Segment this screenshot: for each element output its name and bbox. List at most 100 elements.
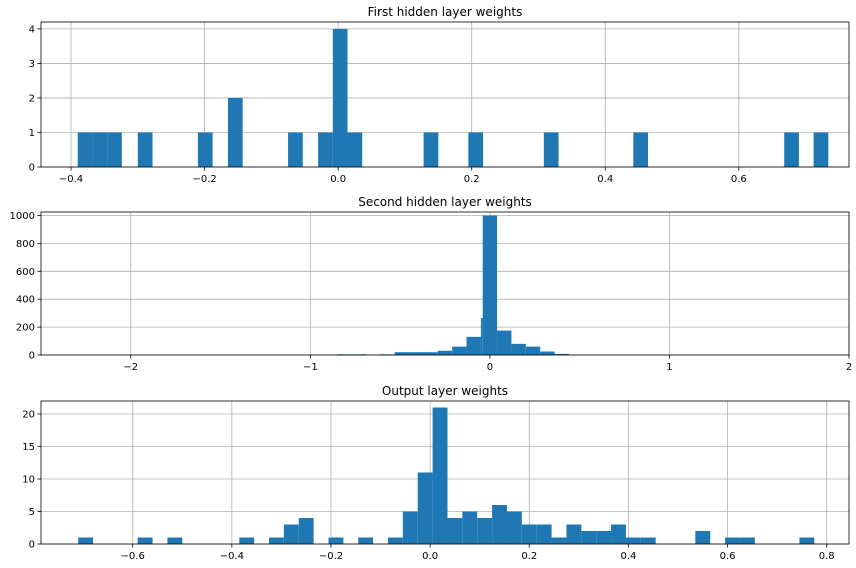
y-tick-label: 4 <box>29 24 35 35</box>
y-tick-label: 800 <box>16 239 35 250</box>
histogram-bar <box>402 511 418 544</box>
chart-title: Output layer weights <box>382 384 508 398</box>
histogram-bar <box>239 537 255 544</box>
histogram-bar <box>332 28 348 168</box>
histogram-bar <box>480 318 483 355</box>
y-tick-label: 0 <box>29 540 35 551</box>
histogram-bar <box>358 537 374 544</box>
x-tick-label: 0.6 <box>731 174 747 185</box>
y-tick-label: 20 <box>22 410 35 421</box>
x-tick-label: 0.0 <box>330 174 346 185</box>
histogram-bar <box>92 132 108 167</box>
histogram-bar <box>543 132 559 167</box>
histogram-bar <box>288 132 303 167</box>
histogram-bar <box>540 351 555 355</box>
histogram-bar <box>525 346 541 355</box>
histogram-bar <box>784 132 799 167</box>
histogram-bar <box>497 330 512 355</box>
x-tick-label: 0.2 <box>521 551 537 562</box>
histogram-bar <box>725 537 740 544</box>
x-tick-label: 0.8 <box>819 551 835 562</box>
x-tick-label: 0.4 <box>597 174 613 185</box>
axes-frame <box>40 211 850 356</box>
x-tick-label: 0.2 <box>464 174 480 185</box>
x-tick-label: −0.4 <box>59 174 83 185</box>
x-tick-label: −0.2 <box>319 551 343 562</box>
histogram-bar <box>596 531 612 544</box>
x-tick-label: −0.6 <box>121 551 145 562</box>
histogram-bar <box>394 352 410 355</box>
histogram-bar <box>197 132 213 167</box>
histogram-bar <box>462 511 478 544</box>
histogram-bar <box>566 524 582 544</box>
x-tick-label: 0 <box>487 362 493 373</box>
histogram-bar <box>633 132 649 167</box>
histogram-bar <box>551 537 567 544</box>
histogram-bar <box>432 407 448 544</box>
histogram-bar <box>468 132 484 167</box>
histogram-bar <box>813 132 829 167</box>
histogram-bar <box>318 132 333 167</box>
histogram-bar <box>409 352 424 355</box>
histogram-bar <box>466 336 481 355</box>
x-tick-label: 0.0 <box>422 551 438 562</box>
y-tick-label: 10 <box>22 475 35 486</box>
histogram-bar <box>423 352 438 355</box>
histogram-bar <box>640 537 656 544</box>
histogram-bar <box>492 505 507 544</box>
histogram-bar <box>477 518 493 544</box>
histogram-bar <box>137 132 153 167</box>
histogram-bar <box>77 132 93 167</box>
x-tick-label: 0.6 <box>720 551 736 562</box>
histogram-bar <box>298 518 314 544</box>
histogram-bar <box>227 97 243 167</box>
histogram-panel-3: Output layer weights −0.6 −0.4 −0.2 0.0 0.2 0.… <box>22 384 850 562</box>
x-tick-label: 0.4 <box>620 551 636 562</box>
histogram-bar <box>167 537 183 544</box>
axes-frame <box>40 21 850 168</box>
histogram-bar <box>521 524 537 544</box>
y-tick-label: 5 <box>29 507 35 518</box>
y-tick-label: 400 <box>16 295 35 306</box>
histogram-bar <box>78 537 94 544</box>
histogram-bar <box>581 531 597 544</box>
chart-title: First hidden layer weights <box>368 5 523 19</box>
histogram-bar <box>387 537 403 544</box>
y-tick-label: 2 <box>29 93 35 104</box>
histogram-panel-2: Second hidden layer weights −2 −1 0 1 2 0 200 40… <box>10 195 853 373</box>
histogram-bar <box>417 472 433 544</box>
histogram-bar <box>107 132 122 167</box>
histogram-bar <box>452 346 467 355</box>
histogram-bar <box>328 537 344 544</box>
axes-frame <box>40 400 850 545</box>
histogram-bar <box>799 537 815 544</box>
y-tick-label: 3 <box>29 59 35 70</box>
histogram-bar <box>625 537 641 544</box>
histogram-bar <box>739 537 755 544</box>
histogram-bar <box>269 537 284 544</box>
y-tick-label: 1000 <box>10 211 35 222</box>
y-tick-label: 0 <box>29 351 35 362</box>
x-tick-label: 1 <box>666 362 672 373</box>
x-tick-label: −0.4 <box>220 551 244 562</box>
x-tick-label: 2 <box>846 362 852 373</box>
y-tick-label: 200 <box>16 323 35 334</box>
histogram-bar <box>554 353 569 355</box>
histogram-bar <box>347 132 363 167</box>
y-tick-label: 15 <box>22 442 35 453</box>
histogram-bar <box>506 511 522 544</box>
histogram-bar <box>447 518 463 544</box>
histogram-panel-1: First hidden layer weights −0.4 −0.2 0.0 0.2… <box>29 5 850 185</box>
y-tick-label: 600 <box>16 267 35 278</box>
histogram-bar <box>137 537 153 544</box>
histogram-bar <box>611 524 626 544</box>
histogram-bar <box>437 350 453 355</box>
x-tick-label: −0.2 <box>192 174 216 185</box>
y-tick-label: 0 <box>29 163 35 174</box>
x-tick-label: −1 <box>303 362 318 373</box>
histogram-bar <box>283 524 299 544</box>
histogram-bar <box>511 343 526 355</box>
histogram-bar <box>482 215 498 355</box>
histogram-bar <box>536 524 552 544</box>
